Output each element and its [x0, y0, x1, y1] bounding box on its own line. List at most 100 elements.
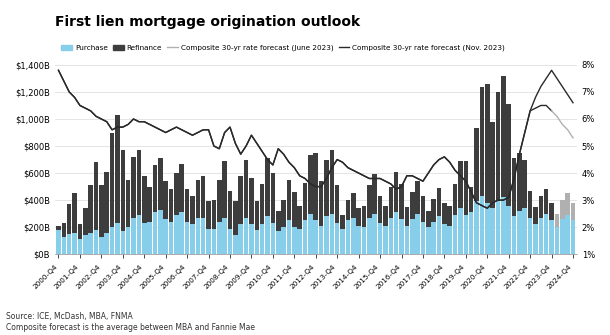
Bar — [373, 214, 377, 254]
Bar — [185, 189, 189, 222]
Bar — [131, 157, 136, 218]
Bar — [276, 211, 281, 231]
Bar — [410, 192, 415, 219]
Text: First lien mortgage origination outlook: First lien mortgage origination outlook — [55, 15, 360, 29]
Bar — [179, 212, 184, 254]
Bar — [115, 223, 120, 254]
Bar — [62, 237, 66, 254]
Bar — [528, 218, 533, 254]
Bar — [110, 227, 114, 254]
Bar — [523, 159, 527, 208]
Bar — [448, 206, 452, 226]
Bar — [163, 219, 168, 254]
Bar — [169, 189, 173, 222]
Bar — [163, 181, 168, 219]
Bar — [201, 176, 206, 218]
Bar — [206, 201, 211, 228]
Bar — [512, 158, 516, 216]
Bar — [415, 181, 420, 214]
Bar — [501, 197, 506, 254]
Bar — [233, 201, 238, 235]
Bar — [437, 188, 441, 216]
Bar — [324, 216, 329, 254]
Bar — [287, 220, 291, 254]
Bar — [565, 193, 570, 215]
Bar — [121, 150, 125, 231]
Bar — [196, 180, 200, 218]
Bar — [517, 153, 522, 211]
Bar — [404, 226, 409, 254]
Bar — [217, 222, 221, 254]
Bar — [399, 219, 404, 254]
Bar — [415, 214, 420, 254]
Bar — [319, 226, 323, 254]
Bar — [389, 218, 393, 254]
Bar — [506, 104, 511, 206]
Bar — [94, 162, 98, 230]
Bar — [389, 187, 393, 218]
Bar — [356, 226, 361, 254]
Bar — [554, 214, 559, 227]
Bar — [560, 219, 565, 254]
Bar — [356, 208, 361, 226]
Bar — [453, 215, 458, 254]
Bar — [324, 159, 329, 216]
Bar — [271, 173, 275, 223]
Bar — [479, 196, 484, 254]
Bar — [335, 223, 340, 254]
Bar — [399, 184, 404, 219]
Bar — [490, 122, 495, 208]
Bar — [174, 215, 179, 254]
Bar — [479, 86, 484, 196]
Bar — [464, 215, 468, 254]
Bar — [62, 223, 66, 237]
Bar — [287, 180, 291, 220]
Bar — [239, 224, 243, 254]
Bar — [254, 201, 259, 230]
Bar — [571, 220, 575, 254]
Bar — [474, 201, 479, 254]
Bar — [83, 208, 88, 235]
Bar — [329, 150, 334, 214]
Bar — [152, 212, 157, 254]
Bar — [383, 206, 388, 226]
Bar — [560, 200, 565, 219]
Bar — [517, 211, 522, 254]
Bar — [281, 200, 286, 227]
Bar — [367, 185, 371, 218]
Bar — [249, 179, 254, 224]
Bar — [533, 224, 538, 254]
Bar — [528, 191, 533, 218]
Bar — [351, 193, 356, 218]
Bar — [99, 237, 104, 254]
Bar — [458, 161, 463, 208]
Bar — [223, 218, 227, 254]
Bar — [490, 208, 495, 254]
Bar — [549, 220, 554, 254]
Bar — [378, 196, 382, 223]
Bar — [426, 227, 431, 254]
Bar — [217, 180, 221, 222]
Bar — [303, 183, 307, 220]
Bar — [249, 224, 254, 254]
Bar — [67, 234, 71, 254]
Bar — [212, 200, 216, 228]
Bar — [137, 150, 141, 215]
Bar — [148, 187, 152, 222]
Bar — [501, 76, 506, 197]
Bar — [512, 216, 516, 254]
Bar — [185, 222, 189, 254]
Bar — [276, 231, 281, 254]
Bar — [474, 128, 479, 201]
Bar — [496, 201, 500, 254]
Bar — [142, 223, 146, 254]
Bar — [565, 215, 570, 254]
Bar — [265, 158, 270, 216]
Bar — [104, 172, 109, 232]
Bar — [158, 210, 163, 254]
Bar — [260, 184, 264, 224]
Bar — [469, 212, 473, 254]
Bar — [73, 232, 77, 254]
Bar — [506, 206, 511, 254]
Bar — [190, 224, 195, 254]
